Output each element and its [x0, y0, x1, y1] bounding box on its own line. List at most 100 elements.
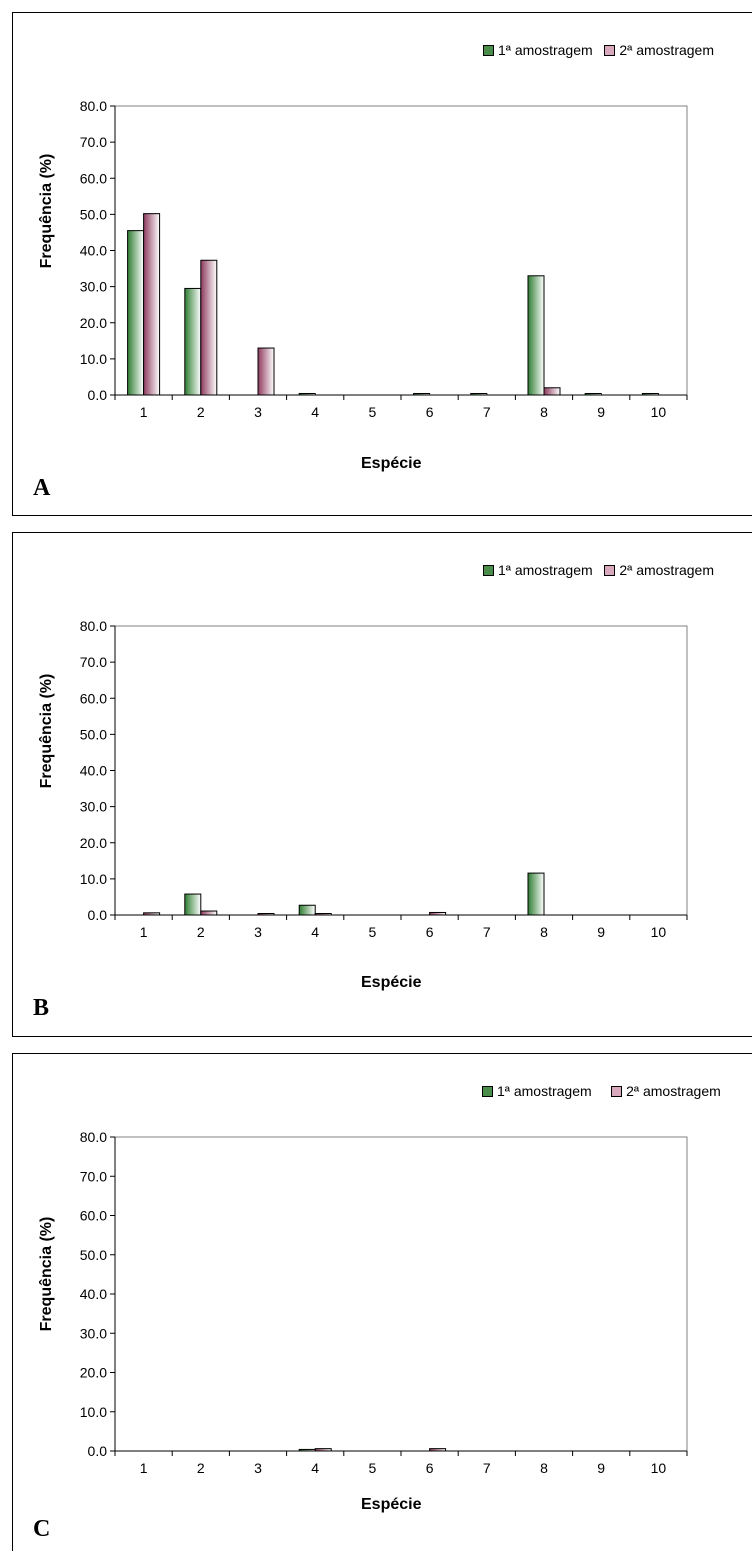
x-tick-label: 2: [197, 1460, 205, 1476]
x-tick-label: 6: [426, 924, 434, 940]
bar-series-1: [527, 872, 545, 916]
bar-series-1: [641, 393, 659, 396]
panel-label: A: [33, 475, 51, 501]
panel-label: C: [33, 1516, 51, 1542]
y-tick-label: 40.0: [80, 763, 107, 779]
legend-item-series-1: 1ª amostragem: [483, 42, 593, 58]
x-tick-label: 9: [597, 404, 605, 420]
y-tick-label: 80.0: [80, 1129, 107, 1145]
x-axis-title: Espécie: [361, 1496, 422, 1513]
bar-series-1: [470, 393, 488, 396]
y-tick-label: 0.0: [88, 387, 108, 403]
legend-label-series-1: 1ª amostragem: [497, 1083, 592, 1099]
y-tick-label: 20.0: [80, 835, 107, 851]
bar-series-1: [298, 393, 316, 396]
legend-swatch-series-2: [604, 44, 616, 56]
y-axis-title: Frequência (%): [38, 673, 55, 789]
x-tick-label: 5: [369, 404, 377, 420]
y-axis-title: Frequência (%): [38, 153, 55, 269]
bar-series-2: [143, 912, 161, 916]
legend-swatch-series-2: [611, 1085, 623, 1097]
y-tick-label: 40.0: [80, 243, 107, 259]
x-tick-label: 10: [651, 1460, 667, 1476]
x-tick-label: 4: [311, 404, 319, 420]
chart-panel-c: 0.0 10.0 20.0 30.0 40.0 50.0 60.0 70.0 80.0 1 2 3 4 5…: [12, 1053, 752, 1551]
chart-legend: 1ª amostragem 2ª amostragem: [483, 42, 714, 59]
y-tick-label: 20.0: [80, 1365, 107, 1381]
y-tick-label: 10.0: [80, 871, 107, 887]
y-tick-label: 70.0: [80, 1168, 107, 1184]
bar-series-2: [314, 1448, 332, 1452]
bar-series-1: [413, 393, 431, 396]
bar-series-2: [429, 1448, 447, 1452]
legend-label-series-1: 1ª amostragem: [498, 562, 593, 578]
legend-item-series-2: 2ª amostragem: [604, 42, 714, 58]
chart-plot-svg: 0.0 10.0 20.0 30.0 40.0 50.0 60.0 70.0 80.0 1 2 3 4 5…: [80, 618, 688, 940]
legend-swatch-series-1: [483, 564, 494, 576]
y-tick-label: 50.0: [80, 206, 107, 222]
bar-series-1: [184, 287, 202, 396]
legend-swatch-series-2: [604, 564, 616, 576]
legend-item-series-1: 1ª amostragem: [483, 562, 593, 578]
x-tick-label: 2: [197, 924, 205, 940]
x-tick-label: 4: [311, 924, 319, 940]
x-tick-label: 7: [483, 404, 491, 420]
bar-series-1: [527, 275, 545, 396]
x-tick-label: 7: [483, 1460, 491, 1476]
bar-series-1: [184, 893, 202, 916]
bar-series-2: [200, 910, 218, 916]
y-axis-title: Frequência (%): [38, 1216, 55, 1332]
bar-series-1: [298, 1448, 316, 1452]
panel-label: B: [33, 995, 50, 1021]
y-tick-label: 70.0: [80, 134, 107, 150]
y-tick-label: 10.0: [80, 1404, 107, 1420]
bar-series-2: [429, 911, 447, 916]
legend-item-series-1: 1ª amostragem: [482, 1083, 592, 1099]
plot-area: [114, 1136, 688, 1452]
y-tick-label: 30.0: [80, 1325, 107, 1341]
x-tick-label: 3: [254, 924, 262, 940]
x-tick-label: 2: [197, 404, 205, 420]
legend-item-series-2: 2ª amostragem: [611, 1083, 721, 1099]
bar-series-2: [543, 387, 561, 396]
y-tick-label: 60.0: [80, 170, 107, 186]
x-tick-label: 1: [140, 924, 148, 940]
x-tick-label: 10: [651, 404, 667, 420]
y-tick-label: 0.0: [88, 1443, 108, 1459]
x-axis-title: Espécie: [361, 974, 422, 991]
x-tick-label: 3: [254, 404, 262, 420]
legend-label-series-2: 2ª amostragem: [626, 1083, 721, 1099]
chart-plot-svg: 0.0 10.0 20.0 30.0 40.0 50.0 60.0 70.0 80.0 1 2 3 4 5…: [80, 1129, 688, 1476]
y-tick-label: 60.0: [80, 1208, 107, 1224]
chart-legend: 1ª amostragem 2ª amostragem: [482, 1083, 721, 1100]
chart-legend: 1ª amostragem 2ª amostragem: [483, 562, 714, 579]
x-tick-label: 5: [369, 1460, 377, 1476]
x-tick-label: 9: [597, 1460, 605, 1476]
bar-series-2: [257, 913, 275, 916]
chart-panel-b: 0.0 10.0 20.0 30.0 40.0 50.0 60.0 70.0 80.0 1 2 3 4 5…: [12, 532, 752, 1037]
legend-label-series-1: 1ª amostragem: [498, 42, 593, 58]
x-tick-label: 9: [597, 924, 605, 940]
chart-plot-svg: 0.0 10.0 20.0 30.0 40.0 50.0 60.0 70.0 80.0 1 2 3 4 5…: [80, 98, 688, 420]
legend-label-series-2: 2ª amostragem: [619, 42, 715, 58]
y-tick-label: 80.0: [80, 98, 107, 114]
bar-series-2: [143, 213, 161, 396]
x-tick-label: 8: [540, 1460, 548, 1476]
y-tick-label: 80.0: [80, 618, 107, 634]
bar-series-1: [127, 230, 145, 396]
legend-label-series-2: 2ª amostragem: [619, 562, 715, 578]
x-tick-label: 6: [426, 1460, 434, 1476]
plot-area: [114, 625, 688, 916]
bar-series-1: [298, 904, 316, 916]
y-tick-label: 20.0: [80, 315, 107, 331]
legend-item-series-2: 2ª amostragem: [604, 562, 714, 578]
x-tick-label: 8: [540, 404, 548, 420]
y-tick-label: 0.0: [88, 907, 108, 923]
bar-series-1: [584, 393, 602, 396]
chart-panel-a: 0.0 10.0 20.0 30.0 40.0 50.0 60.0 70.0 80.0 1 2 3 4 5…: [12, 12, 752, 516]
bar-series-2: [314, 913, 332, 916]
x-tick-label: 1: [140, 1460, 148, 1476]
y-tick-label: 40.0: [80, 1286, 107, 1302]
y-tick-label: 30.0: [80, 799, 107, 815]
y-tick-label: 50.0: [80, 1247, 107, 1263]
